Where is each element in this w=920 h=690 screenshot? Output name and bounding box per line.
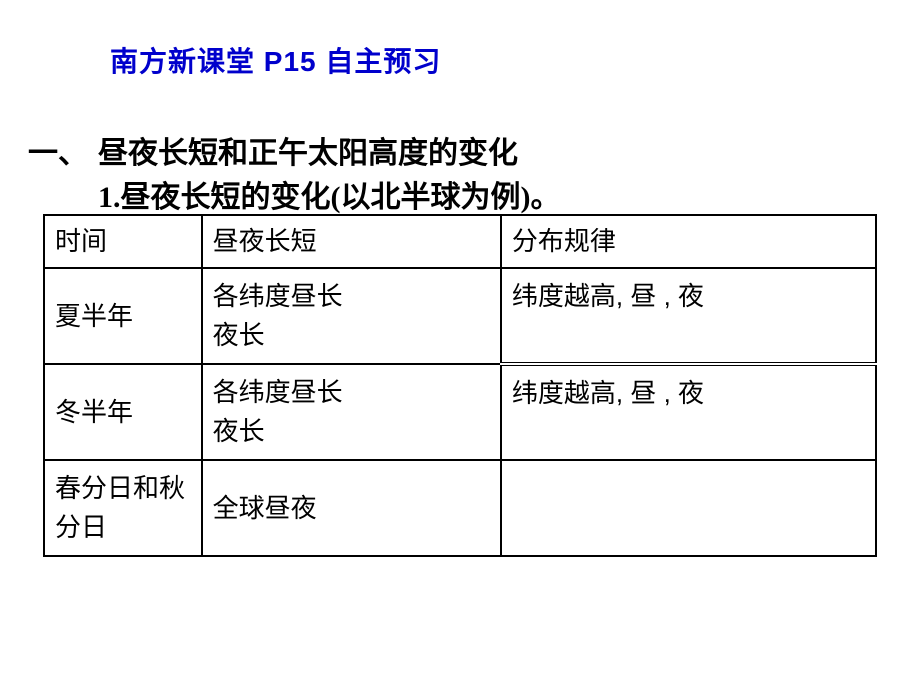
cell-time: 冬半年 — [44, 364, 202, 460]
cell-daynight: 各纬度昼长 夜长 — [202, 364, 501, 460]
cell-pattern: 纬度越高, 昼 , 夜 — [501, 268, 876, 364]
cell-pattern — [501, 460, 876, 556]
cell-pattern: 纬度越高, 昼 , 夜 — [501, 364, 876, 460]
col-header-pattern: 分布规律 — [501, 215, 876, 268]
section-marker: 一、 — [28, 128, 88, 172]
table-row: 春分日和秋分日 全球昼夜 — [44, 460, 876, 556]
cell-time: 春分日和秋分日 — [44, 460, 202, 556]
sub-text: 昼夜长短的变化(以北半球为例)。 — [121, 181, 561, 214]
cell-daynight: 各纬度昼长 夜长 — [202, 268, 501, 364]
table-row: 冬半年 各纬度昼长 夜长 纬度越高, 昼 , 夜 — [44, 364, 876, 460]
page-title: 南方新课堂 P15 自主预习 — [110, 40, 441, 80]
sub-num: 1. — [98, 181, 121, 214]
sub-heading: 1.昼夜长短的变化(以北半球为例)。 — [98, 172, 560, 216]
cell-daynight: 全球昼夜 — [202, 460, 501, 556]
col-header-daynight: 昼夜长短 — [202, 215, 501, 268]
content-table: 时间 昼夜长短 分布规律 夏半年 各纬度昼长 夜长 纬度越高, 昼 , 夜 冬半… — [43, 214, 877, 557]
table-header-row: 时间 昼夜长短 分布规律 — [44, 215, 876, 268]
col-header-time: 时间 — [44, 215, 202, 268]
section-heading: 昼夜长短和正午太阳高度的变化 — [98, 128, 518, 172]
cell-time: 夏半年 — [44, 268, 202, 364]
table-row: 夏半年 各纬度昼长 夜长 纬度越高, 昼 , 夜 — [44, 268, 876, 364]
